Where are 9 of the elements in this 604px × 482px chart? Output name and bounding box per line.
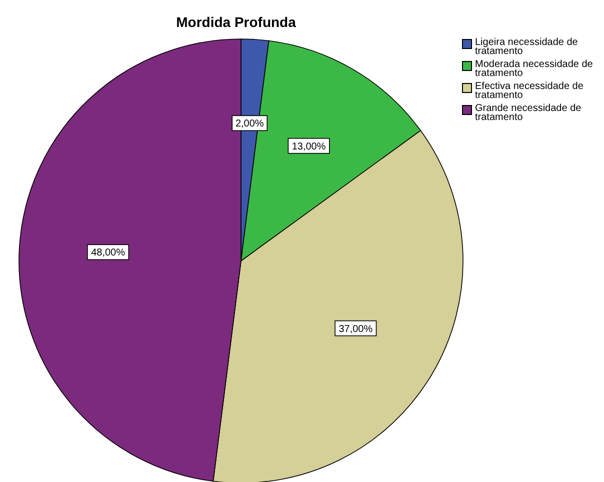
legend-label: Moderada necessidade de tratamento bbox=[475, 59, 594, 79]
data-label: 48,00% bbox=[91, 248, 126, 259]
data-label: 13,00% bbox=[292, 141, 326, 152]
legend-label: Grande necessidade de tratamento bbox=[475, 103, 582, 123]
legend-label: Ligeira necessidade de tratamento bbox=[475, 37, 579, 57]
legend-label: Efectiva necessidade de tratamento bbox=[475, 81, 584, 101]
chart-title: Mordida Profunda bbox=[175, 14, 297, 30]
data-label: 37,00% bbox=[338, 324, 373, 335]
data-label: 2,00% bbox=[235, 118, 264, 130]
